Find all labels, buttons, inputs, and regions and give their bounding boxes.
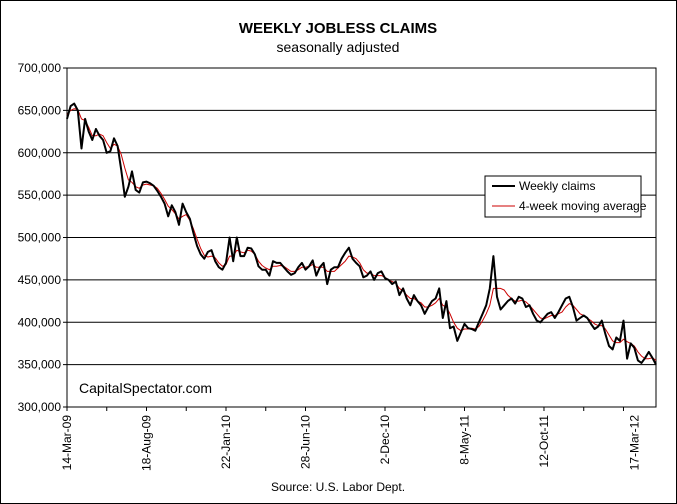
y-tick-label: 450,000 <box>18 273 62 287</box>
x-tick-label: 12-Oct-11 <box>537 415 551 468</box>
legend-label-moving-average: 4-week moving average <box>519 199 647 213</box>
y-tick-label: 600,000 <box>18 146 62 160</box>
x-axis: 14-Mar-09 18-Aug-09 22-Jan-10 28-Jun-10 2-De… <box>60 407 641 471</box>
x-tick-label: 2-Dec-10 <box>378 415 392 465</box>
x-tick-label: 28-Jun-10 <box>298 415 312 469</box>
series-layer <box>66 102 657 366</box>
legend: Weekly claims 4-week moving average <box>484 175 647 218</box>
y-tick-label: 400,000 <box>18 315 62 329</box>
y-tick-label: 700,000 <box>18 61 62 75</box>
chart-subtitle: seasonally adjusted <box>277 39 400 55</box>
y-tick-label: 500,000 <box>18 231 62 245</box>
x-tick-label: 14-Mar-09 <box>60 415 74 471</box>
x-tick-label: 17-Mar-12 <box>627 415 641 471</box>
y-axis: 700,000 650,000 600,000 550,000 500,000 450,0… <box>18 61 67 414</box>
legend-label-weekly: Weekly claims <box>519 179 595 193</box>
source-note: Source: U.S. Labor Dept. <box>271 480 405 494</box>
gridlines <box>67 109 656 366</box>
y-tick-label: 550,000 <box>18 188 62 202</box>
y-tick-label: 350,000 <box>18 358 62 372</box>
y-tick-label: 300,000 <box>18 400 62 414</box>
x-tick-label: 18-Aug-09 <box>139 415 153 471</box>
legend-box <box>484 175 642 218</box>
x-tick-label: 22-Jan-10 <box>219 415 233 469</box>
watermark-annotation: CapitalSpectator.com <box>79 380 212 396</box>
chart-title: WEEKLY JOBLESS CLAIMS <box>239 20 437 37</box>
x-tick-label: 8-May-11 <box>457 415 471 465</box>
series-weekly-claims <box>66 102 657 366</box>
y-tick-label: 650,000 <box>18 103 62 117</box>
